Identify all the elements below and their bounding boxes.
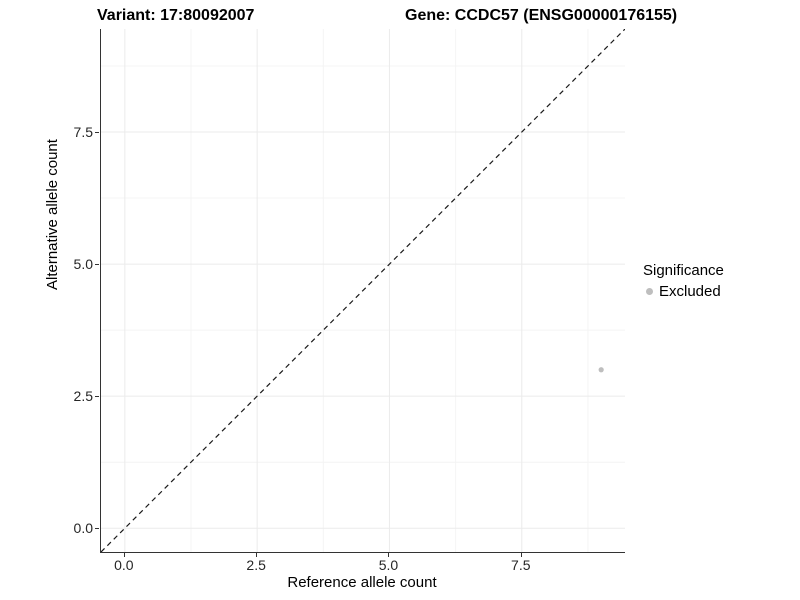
- plot-title-gene: Gene: CCDC57 (ENSG00000176155): [405, 7, 678, 24]
- x-tick-mark: [520, 553, 522, 557]
- y-tick-mark: [95, 528, 99, 530]
- y-tick-label: 2.5: [73, 388, 93, 405]
- y-tick-mark: [95, 264, 99, 266]
- plot-title-variant: Variant: 17:80092007: [97, 7, 255, 24]
- y-tick-mark: [95, 396, 99, 398]
- y-tick-label: 0.0: [73, 520, 93, 537]
- data-point: [598, 367, 604, 373]
- x-tick-label: 0.0: [114, 557, 134, 573]
- legend: Significance Excluded: [643, 262, 724, 300]
- x-tick-label: 7.5: [511, 557, 531, 573]
- y-tick-label: 7.5: [73, 124, 93, 140]
- x-tick-label: 2.5: [246, 557, 266, 573]
- x-tick-label: 5.0: [378, 557, 399, 573]
- plot-canvas: [101, 29, 625, 552]
- x-tick-mark: [388, 553, 390, 557]
- legend-entry-label: Excluded: [659, 283, 721, 300]
- x-tick-mark: [256, 553, 258, 557]
- y-tick-label: 5.0: [73, 256, 93, 273]
- legend-title: Significance: [643, 262, 724, 279]
- y-tick-mark: [95, 132, 99, 133]
- x-tick-mark: [123, 553, 125, 557]
- x-axis-title: Reference allele count: [287, 574, 437, 591]
- legend-entry-excluded: Excluded: [643, 283, 724, 300]
- legend-key-dot-icon: [646, 288, 653, 295]
- plot-panel: [100, 29, 625, 553]
